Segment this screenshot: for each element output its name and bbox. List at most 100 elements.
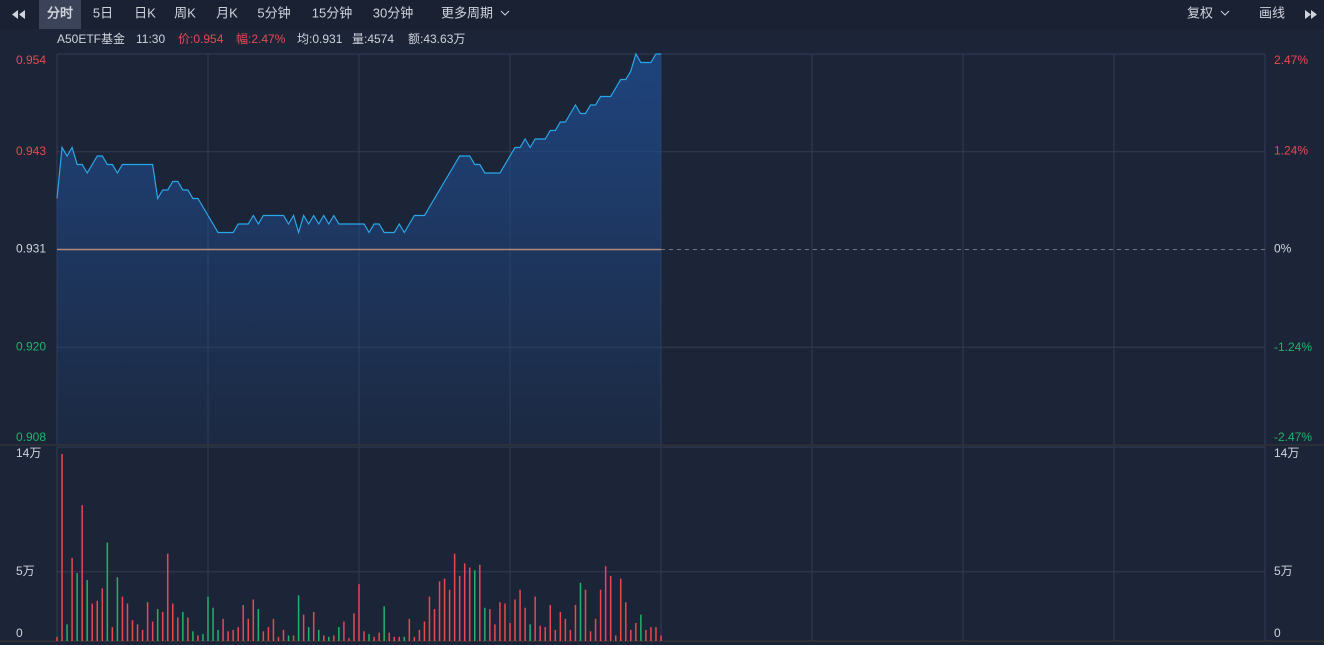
volume-bar (418, 629, 421, 641)
volume-bar (333, 635, 335, 641)
volume-bar (554, 629, 557, 641)
volume-bar (312, 611, 315, 641)
volume-bar (388, 632, 390, 641)
volume-bar (272, 618, 275, 641)
volume-bar (277, 636, 280, 641)
volume-bar (217, 629, 219, 641)
next-icon[interactable] (1305, 10, 1317, 19)
y-tick-label: 14万 (16, 446, 41, 460)
volume-bar (589, 631, 592, 641)
prev-icon[interactable] (12, 10, 25, 19)
volume-bar (161, 611, 164, 641)
tab[interactable]: 日K (134, 5, 156, 20)
volume-bar (645, 629, 647, 641)
volume-bar (106, 542, 109, 641)
volume-bar (197, 635, 199, 641)
volume-bar (96, 600, 99, 641)
volume-bar (625, 602, 627, 641)
volume-bar (383, 606, 385, 641)
volume-bar (403, 636, 406, 641)
volume-bar (433, 609, 436, 641)
volume-bar (504, 603, 506, 641)
volume-bar (317, 629, 320, 641)
volume-bar (398, 636, 401, 641)
volume-bar (292, 635, 295, 641)
volume-bar (121, 596, 124, 641)
volume-bar (413, 636, 416, 641)
volume-bar (564, 618, 567, 641)
volume-bar (182, 611, 184, 641)
tab[interactable]: 15分钟 (312, 5, 352, 20)
y-tick-label: 0.954 (16, 53, 46, 67)
volume-bar (378, 632, 380, 641)
volume-bar (222, 618, 224, 641)
volume-bar (630, 629, 632, 641)
y-tick-label: 0.943 (16, 144, 46, 158)
tab[interactable]: 月K (216, 5, 238, 20)
volume-bar (242, 604, 244, 641)
volume-bar (594, 618, 597, 641)
info-volume: 量:4574 (352, 32, 394, 46)
volume-bar (660, 635, 662, 641)
chevron[interactable] (500, 10, 510, 16)
volume-bar (116, 577, 119, 641)
volume-bar (423, 621, 426, 641)
volume-bar (373, 636, 375, 641)
volume-bar (247, 618, 250, 641)
volume-bar (177, 617, 179, 641)
volume-bar (328, 636, 330, 641)
button[interactable]: 画线 (1259, 5, 1285, 20)
volume-bar (499, 602, 501, 641)
button[interactable]: 复权 (1187, 5, 1213, 20)
volume-bar (584, 589, 587, 641)
tab-selected[interactable] (39, 0, 81, 29)
volume-bar (131, 620, 134, 641)
volume-bar (549, 604, 552, 641)
volume-bar (448, 589, 451, 641)
y2-tick-label: 0 (1274, 626, 1281, 640)
volume-bar (363, 631, 365, 641)
volume-bar (524, 607, 526, 641)
volume-bar (635, 622, 637, 641)
volume-bar (71, 557, 73, 641)
tab[interactable]: 分时 (47, 5, 73, 20)
volume-bar (529, 624, 531, 641)
volume-bar (126, 603, 129, 641)
tab[interactable]: 5分钟 (257, 5, 290, 20)
volume-bar (519, 589, 521, 641)
tab[interactable]: 30分钟 (373, 5, 413, 20)
info-name: A50ETF基金 (57, 31, 125, 46)
volume-bar (66, 624, 68, 641)
volume-bar (282, 629, 285, 641)
volume-bar (257, 609, 260, 641)
volume-bar (237, 627, 239, 641)
volume-bar (151, 621, 154, 641)
tab[interactable]: 周K (174, 5, 196, 20)
tab[interactable]: 更多周期 (441, 5, 493, 20)
volume-bar (559, 611, 562, 641)
volume-bar (307, 627, 310, 641)
volume-bar (287, 635, 290, 641)
chevron[interactable] (1220, 10, 1230, 16)
volume-bar (111, 627, 114, 641)
volume-bar (428, 596, 431, 641)
volume-bar (302, 614, 305, 641)
volume-bar (232, 629, 234, 641)
volume-bar (86, 580, 88, 641)
volume-bar (101, 588, 104, 641)
volume-bar (614, 635, 617, 641)
volume-bar (443, 578, 446, 641)
y-tick-label: 0.920 (16, 339, 46, 353)
volume-bar (61, 453, 63, 641)
y2-tick-label: -2.47% (1274, 430, 1312, 444)
volume-bar (212, 607, 214, 641)
y-tick-label: 5万 (16, 564, 35, 578)
volume-bar (338, 627, 340, 641)
y-tick-label: 0.931 (16, 242, 46, 256)
volume-bar (252, 599, 255, 641)
info-amount: 额:43.63万 (408, 32, 465, 46)
volume-bar (458, 575, 461, 641)
tab[interactable]: 5日 (93, 5, 113, 20)
volume-bar (156, 609, 159, 641)
volume-bar (141, 629, 144, 641)
